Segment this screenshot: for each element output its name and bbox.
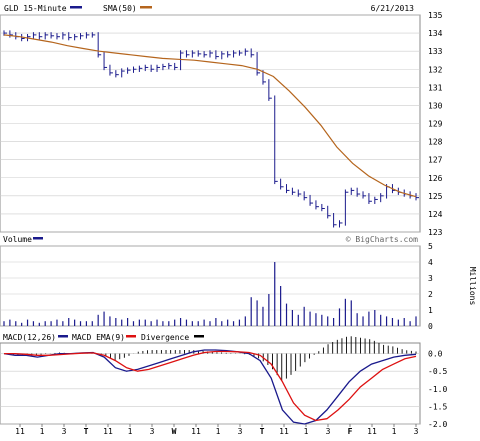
macd-legend-swatch: [58, 335, 68, 338]
ema-label: MACD EMA(9): [72, 333, 125, 342]
volume-header: Volume © BigCharts.com Millions: [3, 235, 477, 305]
volume-axis: 0 1 2 3 4 5: [428, 242, 433, 331]
macd-line: [3, 349, 417, 425]
price-tick-label: 131: [428, 83, 443, 92]
volume-tick-label: 0: [428, 322, 433, 331]
macd-series: [3, 349, 417, 425]
price-header: GLD 15-Minute SMA(50) 6/21/2013: [4, 4, 414, 13]
x-tick-label: 11: [15, 427, 25, 436]
x-tick-label: 1: [216, 427, 221, 436]
x-tick-label: 11: [367, 427, 377, 436]
price-tick-label: 128: [428, 138, 443, 147]
macd-panel: [0, 342, 421, 425]
x-tick-label: 1: [128, 427, 133, 436]
macd-axis: 0.0 -0.5 -1.0 -1.5 -2.0: [428, 350, 447, 429]
divergence-label: Divergence: [141, 333, 189, 342]
volume-tick-label: 3: [428, 274, 433, 283]
x-tick-label: 1: [392, 427, 397, 436]
sma-line: [3, 34, 417, 198]
x-tick-label: T: [260, 427, 265, 436]
macd-tick-label: 0.0: [428, 350, 443, 359]
volume-label: Volume: [3, 235, 32, 244]
x-tick-label: 3: [326, 427, 331, 436]
volume-legend-swatch: [33, 237, 43, 240]
macd-tick-label: -1.0: [428, 385, 447, 394]
price-tick-label: 134: [428, 29, 443, 38]
price-legend-swatch: [70, 6, 82, 9]
price-tick-label: 124: [428, 210, 443, 219]
price-tick-label: 125: [428, 192, 443, 201]
x-tick-label: 11: [103, 427, 113, 436]
x-tick-label: W: [172, 427, 177, 436]
x-tick-label: 1: [40, 427, 45, 436]
chart-date: 6/21/2013: [371, 4, 415, 13]
sma-label: SMA(50): [103, 4, 137, 13]
divergence-legend-swatch: [194, 335, 204, 338]
macd-tick-label: -0.5: [428, 367, 447, 376]
price-series: [3, 30, 419, 228]
volume-units-label: Millions: [468, 267, 477, 306]
x-tick-label: 1: [304, 427, 309, 436]
macd-tick-label: -1.5: [428, 402, 447, 411]
x-tick-label: F: [348, 427, 353, 436]
volume-tick-label: 5: [428, 242, 433, 251]
volume-tick-label: 1: [428, 306, 433, 315]
x-tick-label: 3: [238, 427, 243, 436]
volume-series: [3, 262, 417, 326]
macd-ema-line: [4, 350, 417, 422]
brand-label: © BigCharts.com: [346, 235, 418, 244]
price-tick-label: 126: [428, 174, 443, 183]
x-tick-label: T: [84, 427, 89, 436]
macd-header: MACD(12,26) MACD EMA(9) Divergence: [3, 333, 204, 342]
price-tick-label: 132: [428, 65, 443, 74]
x-tick-label: 3: [62, 427, 67, 436]
price-tick-label: 135: [428, 11, 443, 20]
volume-tick-label: 2: [428, 290, 433, 299]
macd-label: MACD(12,26): [3, 333, 56, 342]
price-tick-label: 129: [428, 120, 443, 129]
symbol-label: GLD 15-Minute: [4, 4, 67, 13]
x-tick-label: 3: [150, 427, 155, 436]
macd-tick-label: -2.0: [428, 420, 447, 429]
sma-series: [3, 34, 417, 198]
price-tick-label: 130: [428, 101, 443, 110]
price-tick-label: 133: [428, 47, 443, 56]
x-axis: 11 1 3 T 11 1 3 W 11 1 3 T 11 1 3 F 11 1 3: [15, 424, 419, 436]
price-tick-label: 127: [428, 156, 443, 165]
volume-tick-label: 4: [428, 258, 433, 267]
sma-legend-swatch: [140, 6, 152, 9]
price-tick-label: 123: [428, 228, 443, 237]
divergence-series: [8, 336, 417, 381]
price-axis: 123 124 125 126 127 128 129 130 131 132 133 134 135: [428, 11, 443, 237]
x-tick-label: 3: [414, 427, 419, 436]
grid-lines: [0, 14, 420, 425]
ema-legend-swatch: [126, 335, 136, 338]
x-tick-label: 11: [279, 427, 289, 436]
x-tick-label: 11: [191, 427, 201, 436]
